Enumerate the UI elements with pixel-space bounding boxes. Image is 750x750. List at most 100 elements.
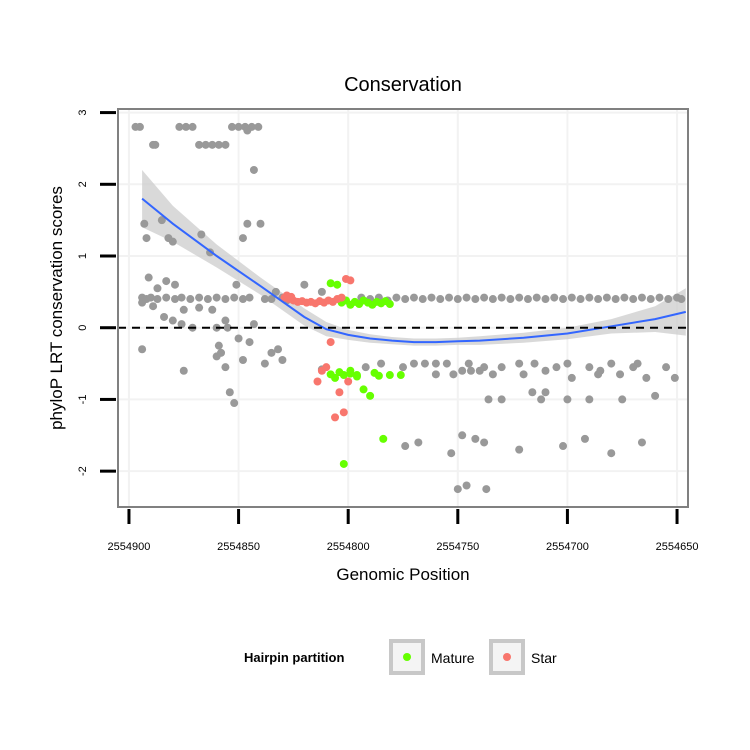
point-other-81 <box>445 293 454 302</box>
point-other-147 <box>401 442 410 451</box>
point-mature-28 <box>352 371 361 380</box>
point-other-extra-8 <box>179 366 188 375</box>
point-other-129 <box>458 366 467 375</box>
y-tick-label-4: 2 <box>77 181 89 187</box>
point-mature-27 <box>346 366 355 375</box>
point-other-extra-4 <box>230 399 239 408</box>
point-other-97 <box>585 293 594 302</box>
point-other-52 <box>186 295 195 304</box>
point-mature-20 <box>359 385 368 394</box>
point-other-154 <box>607 449 616 458</box>
x-tick-label-4: 2554700 <box>546 541 589 553</box>
y-tick-label-3: 1 <box>77 253 89 259</box>
point-mature-23 <box>374 371 383 380</box>
point-other-145 <box>618 395 627 404</box>
point-other-69 <box>300 280 309 289</box>
point-other-91 <box>532 293 541 302</box>
point-other-156 <box>497 395 506 404</box>
point-other-78 <box>418 295 427 304</box>
confidence-band-area <box>142 170 686 346</box>
legend-entry-star: Star <box>489 639 557 675</box>
point-other-8 <box>168 237 177 246</box>
point-other-122 <box>420 359 429 368</box>
point-other-57 <box>230 293 239 302</box>
point-other-108 <box>677 295 686 304</box>
point-other-114 <box>563 359 572 368</box>
point-other-61 <box>249 165 258 174</box>
point-other-75 <box>392 293 401 302</box>
point-other-130 <box>475 366 484 375</box>
point-other-161 <box>447 449 456 458</box>
point-other-10 <box>181 122 190 131</box>
point-other-extra-1 <box>217 348 226 357</box>
point-other-112 <box>497 363 506 372</box>
point-other-63 <box>260 295 269 304</box>
smooth-line <box>141 197 687 344</box>
legend-dot-star <box>503 653 511 661</box>
y-axis-title: phyloP LRT conservation scores <box>47 186 66 430</box>
chart-title: Conservation <box>344 74 462 96</box>
point-other-134 <box>488 370 497 379</box>
point-other-120 <box>377 359 386 368</box>
point-other-123 <box>442 359 451 368</box>
point-other-27 <box>195 303 204 312</box>
point-other-64 <box>267 295 276 304</box>
point-other-extra-6 <box>238 355 247 364</box>
legend-title: Hairpin partition <box>244 650 344 665</box>
point-other-76 <box>401 295 410 304</box>
point-other-125 <box>515 359 524 368</box>
point-other-152 <box>559 442 568 451</box>
y-tick-label-1: -1 <box>77 395 89 405</box>
point-star-13 <box>337 293 346 302</box>
point-other-96 <box>576 295 585 304</box>
point-other-98 <box>594 295 603 304</box>
data-points <box>131 122 686 494</box>
point-other-53 <box>195 293 204 302</box>
point-other-25 <box>168 316 177 325</box>
smooth-line-path <box>141 197 687 344</box>
point-other-155 <box>637 438 646 447</box>
point-mature-21 <box>366 391 375 400</box>
point-other-79 <box>427 293 436 302</box>
point-other-43 <box>243 219 252 228</box>
point-star-15 <box>346 276 355 285</box>
point-other-150 <box>480 438 489 447</box>
point-other-12 <box>195 140 204 149</box>
legend-dot-mature <box>403 653 411 661</box>
y-axis: -2 -1 0 1 2 3 <box>77 110 116 476</box>
point-other-109 <box>409 359 418 368</box>
point-other-86 <box>488 295 497 304</box>
point-mature-17 <box>339 371 348 380</box>
point-other-37 <box>197 230 206 239</box>
point-other-29 <box>221 316 230 325</box>
plot-panel-border <box>117 108 689 508</box>
point-other-148 <box>414 438 423 447</box>
point-other-153 <box>580 434 589 443</box>
x-tick-label-0: 2554900 <box>108 541 151 553</box>
legend: Hairpin partition Mature Star <box>244 639 557 675</box>
point-other-162 <box>471 434 480 443</box>
legend-entry-mature: Mature <box>389 639 475 675</box>
confidence-band <box>142 170 686 346</box>
point-other-113 <box>530 359 539 368</box>
point-other-103 <box>637 293 646 302</box>
point-other-extra-3 <box>225 388 234 397</box>
point-other-118 <box>662 363 671 372</box>
y-tick-label-5: 3 <box>77 110 89 116</box>
point-other-32 <box>153 284 162 293</box>
x-axis-title: Genomic Position <box>336 565 469 584</box>
point-star-21 <box>335 388 344 397</box>
point-other-58 <box>238 295 247 304</box>
point-other-21 <box>254 122 263 131</box>
point-other-105 <box>655 293 664 302</box>
point-other-28 <box>208 305 217 314</box>
point-other-77 <box>409 293 418 302</box>
point-other-60 <box>243 126 252 135</box>
x-axis: 2554900 2554850 2554800 2554750 2554700 25546… <box>108 509 698 553</box>
point-other-47 <box>146 293 155 302</box>
point-mature-1 <box>333 280 342 289</box>
point-other-49 <box>162 293 171 302</box>
point-other-extra-13 <box>278 355 287 364</box>
point-other-139 <box>616 370 625 379</box>
